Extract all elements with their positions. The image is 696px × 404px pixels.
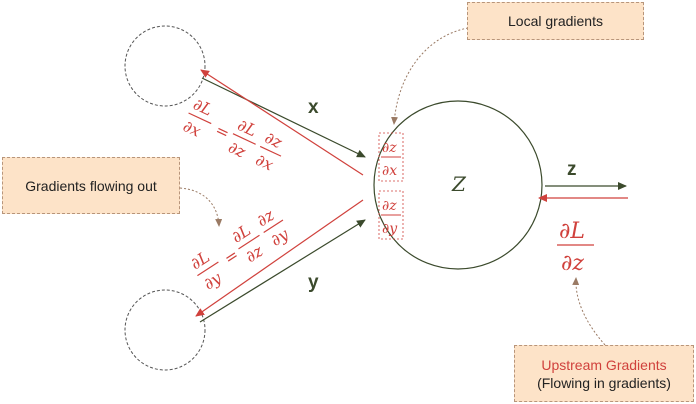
callout-upstream-gradients: Upstream Gradients (Flowing in gradients… bbox=[514, 345, 694, 402]
callout-upstream-line1: Upstream Gradients bbox=[541, 356, 667, 373]
edge-label-x: x bbox=[308, 97, 319, 118]
chain-rule-y: ∂L ∂y = ∂L ∂z ∂z ∂y bbox=[187, 205, 293, 293]
upstream-gradient: ∂L ∂z bbox=[557, 219, 594, 276]
dzdx-denominator: ∂x bbox=[382, 163, 397, 179]
local-gradient-dzdy: ∂z ∂y bbox=[378, 190, 404, 240]
chain-x-r1-den: ∂z bbox=[225, 137, 249, 162]
chain-y-lhs-num: ∂L bbox=[187, 247, 213, 273]
callout-upstream-line2: (Flowing in gradients) bbox=[537, 374, 671, 391]
edge-x-forward bbox=[201, 77, 366, 158]
pointer-flowing-out bbox=[179, 187, 223, 227]
input-node-y bbox=[124, 289, 206, 371]
edge-y-forward bbox=[199, 219, 366, 323]
chain-rule-x: ∂L ∂x = ∂L ∂z ∂z ∂x bbox=[180, 94, 286, 175]
callout-local-gradients: Local gradients bbox=[467, 2, 644, 40]
callout-local-gradients-text: Local gradients bbox=[508, 13, 603, 29]
dzdy-numerator: ∂z bbox=[382, 198, 397, 214]
upstream-denominator: ∂z bbox=[561, 251, 584, 276]
node-z-label: Z bbox=[451, 172, 467, 196]
callout-gradients-flowing-out: Gradients flowing out bbox=[2, 157, 180, 214]
node-z bbox=[373, 100, 543, 270]
chain-y-r2-num: ∂z bbox=[253, 205, 278, 230]
local-gradient-dzdx: ∂z ∂x bbox=[378, 132, 404, 182]
pointer-local-gradients bbox=[391, 27, 469, 125]
chain-x-r2-den: ∂x bbox=[253, 150, 277, 175]
dzdy-denominator: ∂y bbox=[382, 221, 398, 237]
chain-x-equals: = bbox=[212, 120, 232, 143]
upstream-numerator: ∂L bbox=[559, 219, 585, 244]
chain-y-r1-num: ∂L bbox=[228, 220, 254, 246]
edge-y-backward bbox=[195, 199, 364, 317]
edge-x-backward bbox=[200, 69, 364, 176]
chain-x-r2-num: ∂z bbox=[262, 128, 286, 153]
edge-label-z: z bbox=[567, 159, 577, 180]
chain-x-lhs-den: ∂x bbox=[180, 116, 204, 141]
dzdx-numerator: ∂z bbox=[382, 140, 397, 156]
input-node-x bbox=[124, 25, 206, 107]
callout-flowing-out-text: Gradients flowing out bbox=[25, 177, 157, 194]
edge-label-y: y bbox=[308, 272, 319, 293]
pointer-upstream bbox=[572, 277, 606, 346]
